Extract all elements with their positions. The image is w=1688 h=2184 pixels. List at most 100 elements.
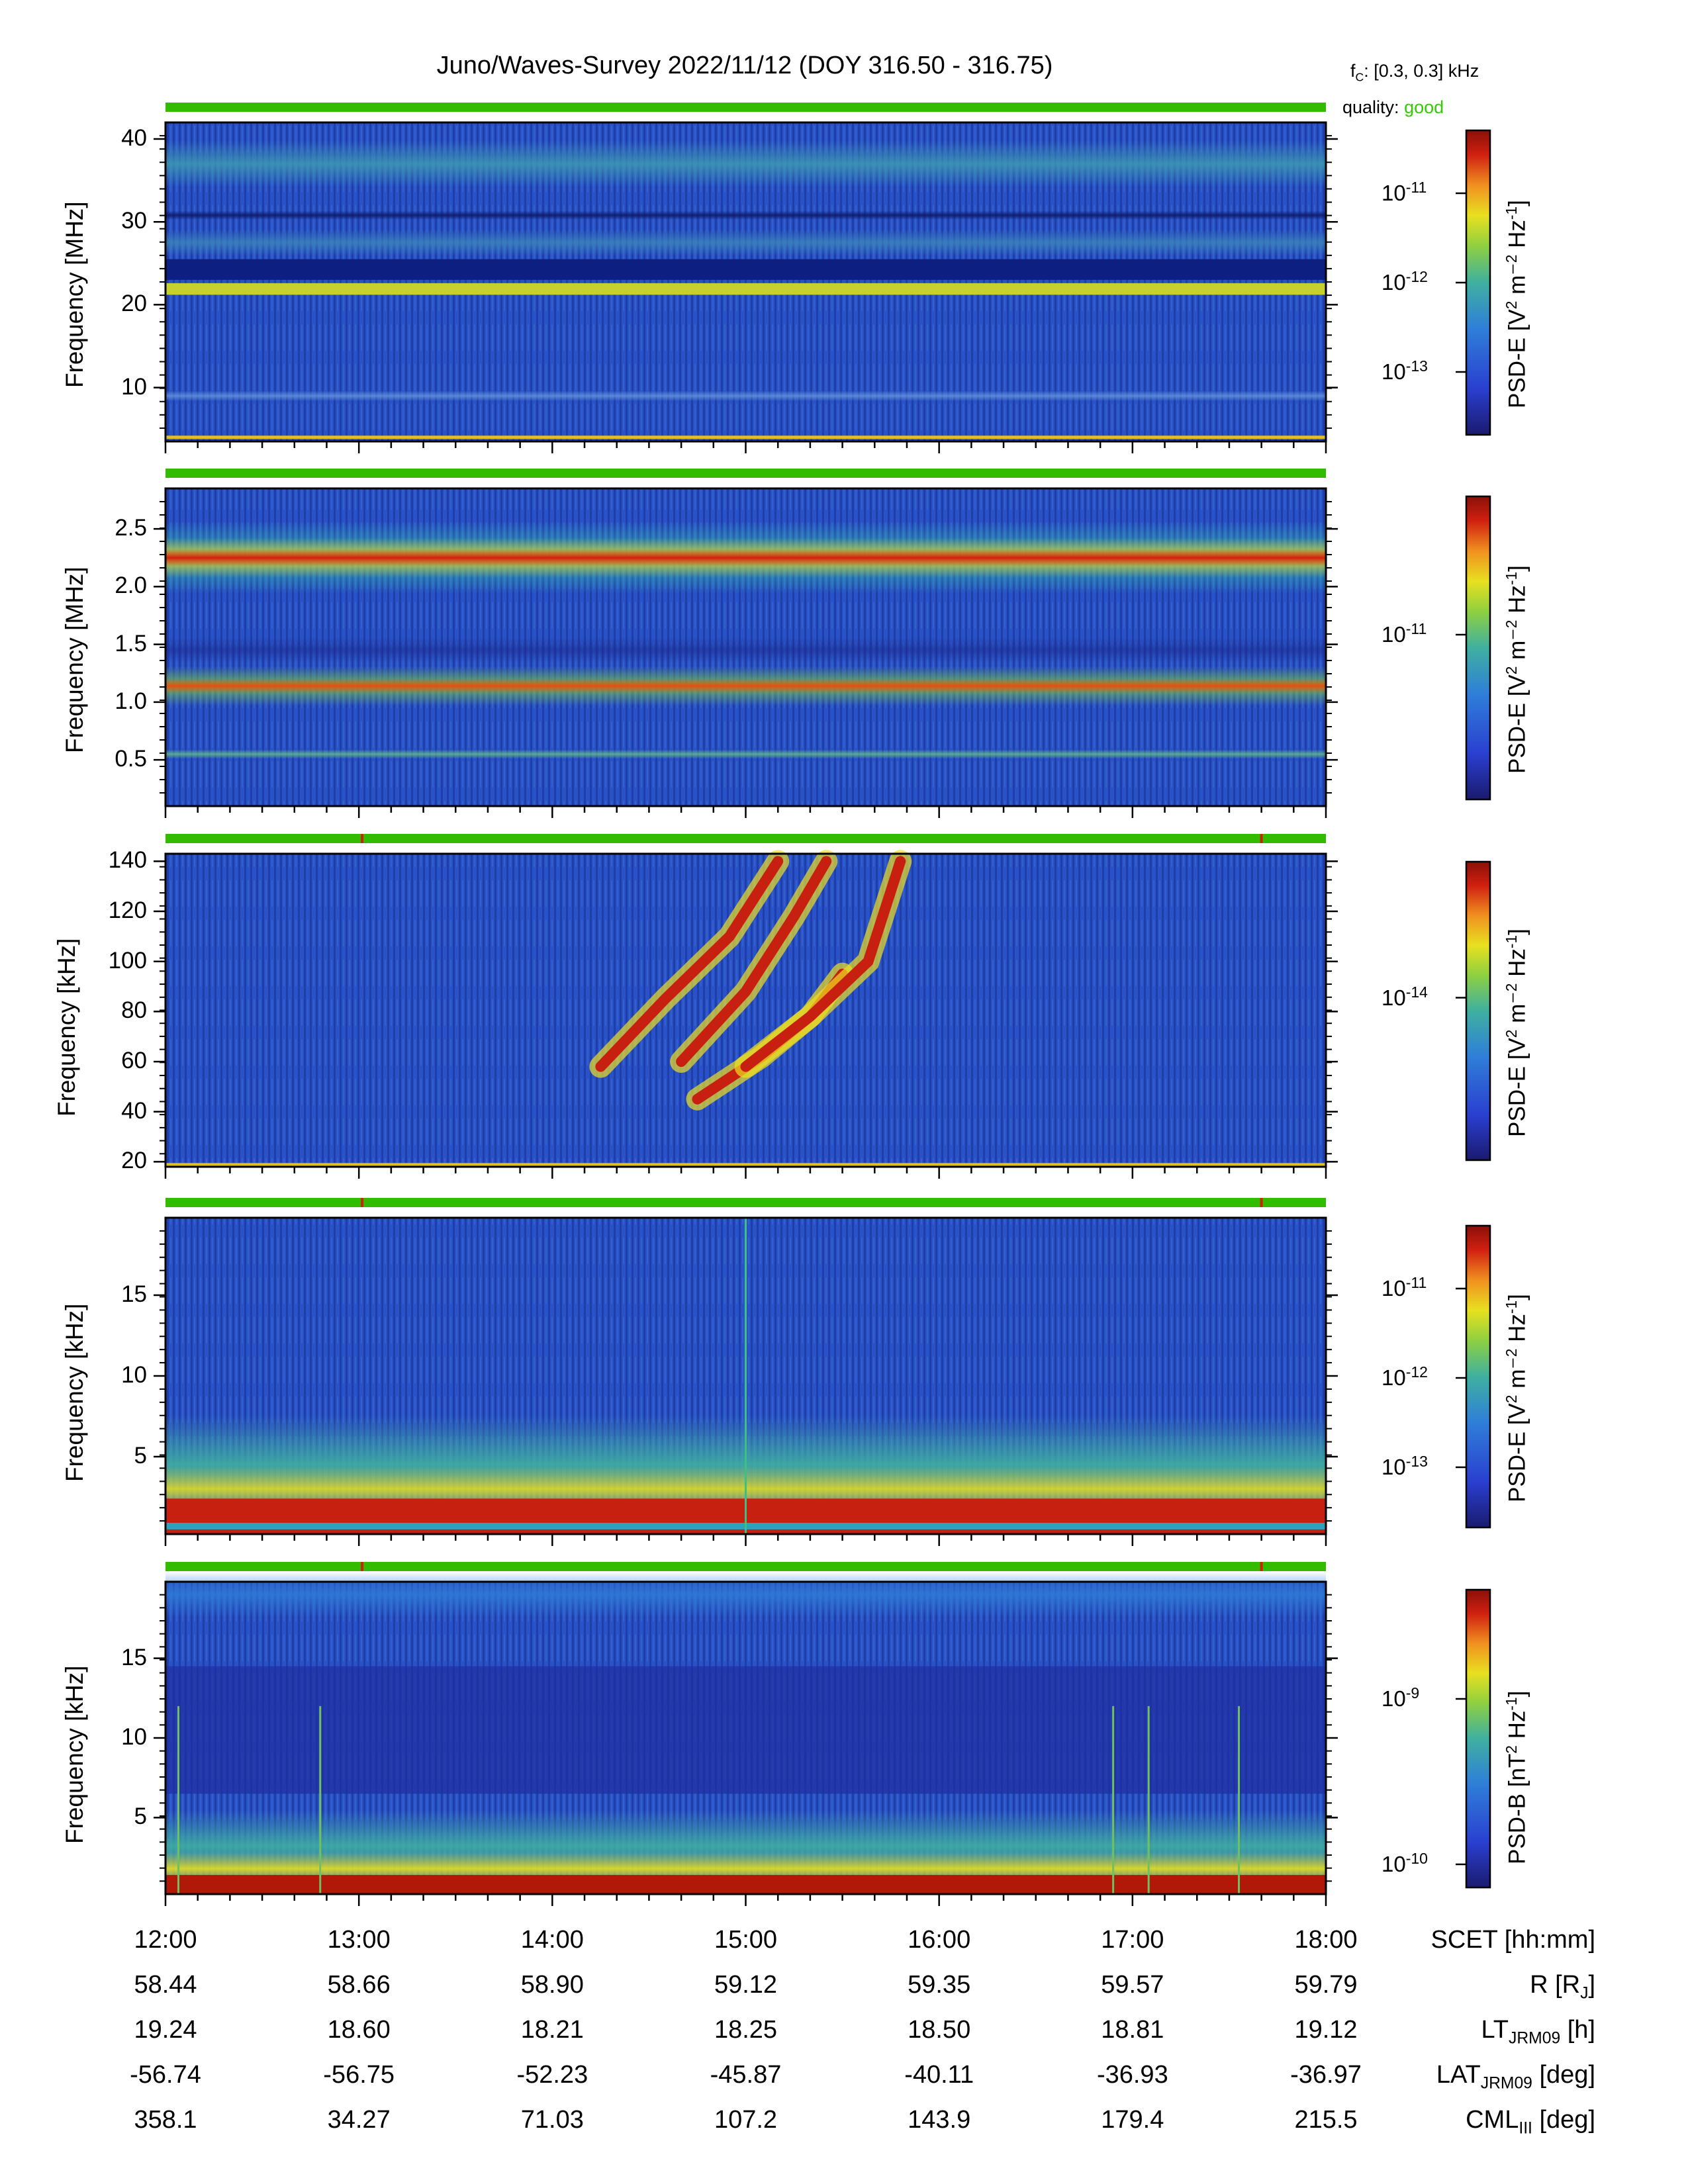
quality-bar xyxy=(165,1562,1326,1571)
colorbar xyxy=(1465,860,1491,1161)
y-axis-label: Frequency [kHz] xyxy=(53,938,80,1116)
y-tick-label: 40 xyxy=(121,125,147,152)
colorbar xyxy=(1465,1588,1491,1889)
colorbar-tick-label: 10-12 xyxy=(1382,268,1428,295)
upper-band xyxy=(165,1571,1326,1618)
ephemeris-row-label: LATJRM09 [deg] xyxy=(1436,2061,1595,2093)
ephemeris-row-label: LTJRM09 [h] xyxy=(1481,2016,1595,2048)
quality-bar xyxy=(165,469,1326,478)
y-tick-label: 2.5 xyxy=(115,515,147,541)
y-axis-label: Frequency [MHz] xyxy=(61,567,88,753)
ephemeris-row-label: CMLIII [deg] xyxy=(1466,2106,1595,2138)
scet-time-label: 17:00 xyxy=(1101,1926,1164,1954)
ephemeris-value: 107.2 xyxy=(714,2106,778,2134)
colorbar-tick-label: 10-9 xyxy=(1382,1684,1420,1711)
ephemeris-value: 18.21 xyxy=(520,2016,584,2044)
emission-band xyxy=(165,229,1326,256)
emission-arc xyxy=(595,856,784,1072)
y-tick-label: 10 xyxy=(121,1724,147,1750)
y-tick-label: 20 xyxy=(121,1148,147,1174)
colorbar-label: PSD-E [V2 m⁻2 Hz-1] xyxy=(1503,1294,1530,1502)
quality-label: quality: xyxy=(1342,97,1399,117)
ephemeris-value: 18.25 xyxy=(714,2016,778,2044)
y-tick-label: 100 xyxy=(108,947,147,974)
colorbar-tick-label: 10-13 xyxy=(1382,1453,1428,1479)
emission-arc xyxy=(740,856,906,1072)
y-tick-label: 20 xyxy=(121,291,147,317)
quality-flag xyxy=(361,1562,364,1571)
colorbar-tick-label: 10-11 xyxy=(1382,179,1427,205)
y-tick-label: 140 xyxy=(108,847,147,874)
ephemeris-value: 19.12 xyxy=(1294,2016,1358,2044)
plot-title: Juno/Waves-Survey 2022/11/12 (DOY 316.50… xyxy=(436,52,1053,79)
ephemeris-value: 71.03 xyxy=(520,2106,584,2134)
fc-label: fC: [0.3, 0.3] kHz xyxy=(1350,61,1479,84)
colorbar xyxy=(1465,495,1491,801)
quality-flag xyxy=(1260,1198,1263,1207)
scet-time-label: 14:00 xyxy=(520,1926,584,1954)
ephemeris-value: 18.50 xyxy=(908,2016,971,2044)
colorbar-tick-label: 10-11 xyxy=(1382,620,1427,647)
quality-bar xyxy=(165,103,1326,112)
band-core-1-14 xyxy=(165,678,1326,694)
ephemeris-value: -36.93 xyxy=(1096,2061,1168,2089)
y-tick-label: 5 xyxy=(134,1803,147,1830)
ephemeris-value: 179.4 xyxy=(1101,2106,1164,2134)
ephemeris-value: 18.60 xyxy=(327,2016,391,2044)
y-axis-label: Frequency [kHz] xyxy=(61,1665,88,1844)
quality-indicator: quality: good xyxy=(1342,97,1444,118)
colorbar-label: PSD-E [V2 m⁻2 Hz-1] xyxy=(1503,200,1530,408)
y-tick-label: 120 xyxy=(108,897,147,924)
scet-time-label: 13:00 xyxy=(327,1926,391,1954)
y-axis-label: Frequency [MHz] xyxy=(61,201,88,388)
ephemeris-value: -52.23 xyxy=(516,2061,588,2089)
dark-region xyxy=(165,1666,1326,1794)
scet-time-label: 15:00 xyxy=(714,1926,778,1954)
colorbar-label: PSD-E [V2 m⁻2 Hz-1] xyxy=(1503,565,1530,774)
low-line xyxy=(165,435,1326,439)
colorbar-tick-label: 10-11 xyxy=(1382,1274,1427,1300)
y-tick-label: 1.0 xyxy=(115,688,147,714)
scet-time-label: 12:00 xyxy=(134,1926,197,1954)
faint-line xyxy=(165,390,1326,402)
ephemeris-value: 34.27 xyxy=(327,2106,391,2134)
ephemeris-value: 143.9 xyxy=(908,2106,971,2134)
ephemeris-value: -45.87 xyxy=(710,2061,782,2089)
ephemeris-row-label: R [RJ] xyxy=(1530,1971,1595,2003)
colorbar-tick-label: 10-10 xyxy=(1382,1850,1428,1876)
quality-flag xyxy=(1260,1562,1263,1571)
y-tick-label: 60 xyxy=(121,1048,147,1074)
emission-arc xyxy=(676,856,832,1068)
ephemeris-value: -40.11 xyxy=(904,2061,974,2089)
colorbar-tick-label: 10-14 xyxy=(1382,983,1428,1010)
quality-value: good xyxy=(1404,97,1444,117)
ephemeris-value: -56.75 xyxy=(323,2061,395,2089)
ephemeris-value: 19.24 xyxy=(134,2016,197,2044)
dark-gap xyxy=(165,637,1326,664)
ephemeris-value: -56.74 xyxy=(130,2061,201,2089)
ephemeris-value: 18.81 xyxy=(1101,2016,1164,2044)
intense-band xyxy=(165,1875,1326,1894)
y-tick-label: 2.0 xyxy=(115,572,147,599)
bright-band xyxy=(165,283,1326,295)
y-tick-label: 80 xyxy=(121,997,147,1024)
ephemeris-value: 59.12 xyxy=(714,1971,778,1999)
ephemeris-value: 59.35 xyxy=(908,1971,971,1999)
ephemeris-value: 58.44 xyxy=(134,1971,197,1999)
colorbar xyxy=(1465,129,1491,436)
y-tick-label: 40 xyxy=(121,1097,147,1124)
ephemeris-value: 358.1 xyxy=(134,2106,197,2134)
y-tick-label: 5 xyxy=(134,1442,147,1469)
quality-bar xyxy=(165,1198,1326,1207)
fc-value: [0.3, 0.3] kHz xyxy=(1374,61,1479,81)
scet-time-label: 16:00 xyxy=(908,1926,971,1954)
y-tick-label: 15 xyxy=(121,1281,147,1308)
quality-flag xyxy=(1260,834,1263,843)
y-tick-label: 10 xyxy=(121,373,147,400)
y-tick-label: 1.5 xyxy=(115,630,147,657)
weak-band xyxy=(165,749,1326,759)
ephemeris-value: 59.57 xyxy=(1101,1971,1164,1999)
ephemeris-value: 59.79 xyxy=(1294,1971,1358,1999)
y-tick-label: 15 xyxy=(121,1644,147,1670)
